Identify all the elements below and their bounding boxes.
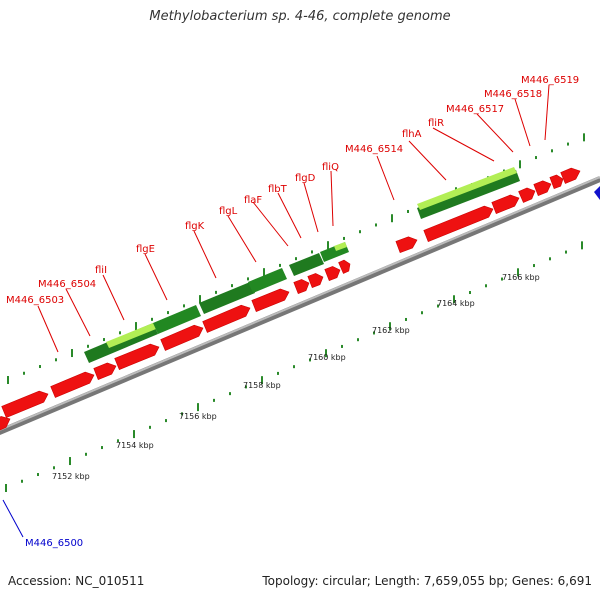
gene-label-m446-6519[interactable]: M446_6519 <box>521 75 579 86</box>
gene-label-flgd[interactable]: flgD <box>295 173 316 184</box>
accession-label: Accession: NC_010511 <box>8 574 145 588</box>
gene-arrow[interactable] <box>307 273 324 288</box>
scale-label: 7158 kbp <box>243 381 281 390</box>
scale-tick-track <box>5 241 583 492</box>
leader-m446-6517 <box>476 113 514 153</box>
leader-flaf <box>252 201 289 247</box>
gene-label-flgl[interactable]: flgL <box>219 206 238 217</box>
cds-bar[interactable] <box>417 170 520 219</box>
gene-arrow[interactable] <box>491 194 520 214</box>
leader-m446-6504 <box>65 288 91 337</box>
gene-arrow[interactable] <box>114 343 160 370</box>
gene-label-m446-6500[interactable]: M446_6500 <box>25 538 83 549</box>
gene-label-flgk[interactable]: flgK <box>185 221 205 232</box>
blue-gene-arrow[interactable] <box>594 186 600 200</box>
leader-flir <box>432 127 495 162</box>
gene-arrow[interactable] <box>560 167 581 184</box>
genome-summary-label: Topology: circular; Length: 7,659,055 bp… <box>262 574 592 588</box>
gene-track <box>0 167 581 433</box>
gene-label-flir[interactable]: fliR <box>428 118 444 129</box>
gene-arrow[interactable] <box>202 304 251 333</box>
genome-backbone-highlight <box>0 176 600 431</box>
gene-label-flii[interactable]: fliI <box>95 265 107 276</box>
leader-m446-6500 <box>2 499 24 538</box>
leader-flbt <box>277 192 302 239</box>
scale-label: 7160 kbp <box>308 353 346 362</box>
gene-arrow[interactable] <box>93 362 117 380</box>
cds-bar[interactable] <box>248 268 287 293</box>
cds-bar-light[interactable] <box>334 242 347 251</box>
scale-label: 7154 kbp <box>116 441 154 450</box>
gene-arrow[interactable] <box>395 236 418 253</box>
gene-arrow[interactable] <box>293 279 310 294</box>
label-leaders <box>2 84 550 538</box>
gene-arrow[interactable] <box>50 371 95 398</box>
leader-flii <box>102 274 125 321</box>
leader-fliq <box>330 170 334 227</box>
gene-arrow[interactable] <box>0 416 11 433</box>
cds-bar[interactable] <box>199 282 255 314</box>
leader-m446-6519 <box>544 84 550 141</box>
scale-labels: 7152 kbp 7154 kbp 7156 kbp 7158 kbp 7160… <box>52 273 540 481</box>
cds-track <box>84 167 520 363</box>
gene-label-m446-6504[interactable]: M446_6504 <box>38 279 96 290</box>
gene-arrow[interactable] <box>533 180 552 196</box>
cds-bar-light[interactable] <box>106 323 156 348</box>
gene-label-flge[interactable]: flgE <box>136 244 155 255</box>
gene-label-m446-6518[interactable]: M446_6518 <box>484 89 542 100</box>
gene-label-m446-6514[interactable]: M446_6514 <box>345 144 403 155</box>
leader-m446-6518 <box>514 98 531 147</box>
gene-label-m446-6503[interactable]: M446_6503 <box>6 295 64 306</box>
gene-label-flaf[interactable]: flaF <box>244 195 262 206</box>
upper-tick-track <box>7 133 585 384</box>
gene-arrow[interactable] <box>518 187 536 203</box>
gene-arrow[interactable] <box>1 390 49 418</box>
scale-label: 7156 kbp <box>179 412 217 421</box>
gene-labels: M446_6503 M446_6504 fliI flgE flgK flgL … <box>6 75 579 549</box>
cds-bar-light[interactable] <box>417 167 517 210</box>
gene-arrow[interactable] <box>324 266 341 281</box>
cds-bar[interactable] <box>289 253 324 276</box>
scale-label: 7164 kbp <box>437 299 475 308</box>
gene-arrow[interactable] <box>423 205 494 242</box>
gene-arrow[interactable] <box>160 324 204 351</box>
leader-flgl <box>227 215 257 263</box>
cds-bar[interactable] <box>153 305 201 334</box>
leader-flge <box>144 253 168 301</box>
leader-m446-6503 <box>37 305 59 353</box>
scale-label: 7166 kbp <box>502 273 540 282</box>
gene-arrow[interactable] <box>549 174 564 189</box>
gene-label-fliq[interactable]: fliQ <box>322 162 339 173</box>
gene-label-m446-6517[interactable]: M446_6517 <box>446 104 504 115</box>
leader-flha <box>408 140 447 181</box>
gene-label-flbt[interactable]: flbT <box>268 184 288 195</box>
scale-label: 7152 kbp <box>52 472 90 481</box>
leader-m446-6514 <box>376 155 395 201</box>
scale-label: 7162 kbp <box>372 326 410 335</box>
gene-label-flha[interactable]: flhA <box>402 129 422 140</box>
leader-flgd <box>303 182 319 233</box>
gene-arrow[interactable] <box>251 288 290 312</box>
genome-backbone <box>0 176 600 436</box>
leader-flgk <box>193 230 217 279</box>
gene-arrow[interactable] <box>338 259 351 274</box>
map-title: Methylobacterium sp. 4-46, complete geno… <box>149 9 451 24</box>
